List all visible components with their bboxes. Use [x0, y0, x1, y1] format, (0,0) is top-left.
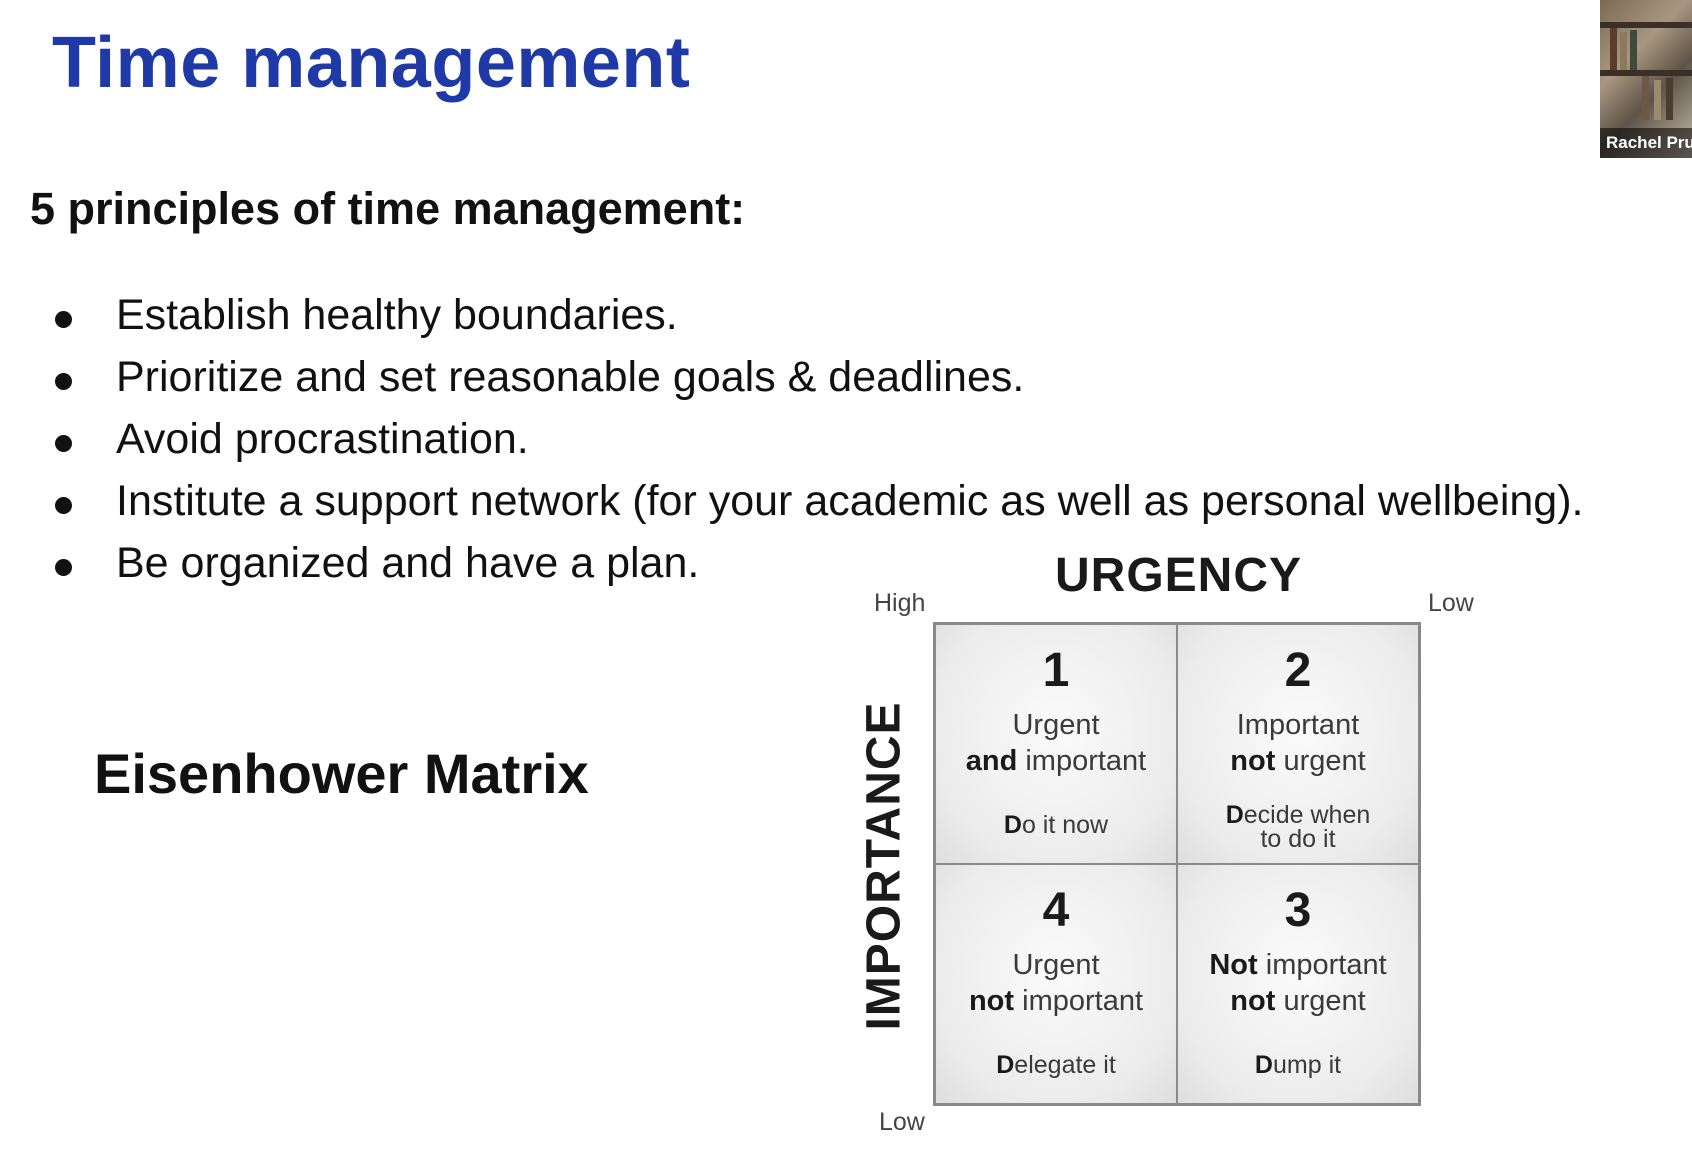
- quadrant-line-1: Urgent: [1012, 709, 1100, 741]
- slide-title: Time management: [52, 23, 691, 103]
- quadrant-line-2: and important: [965, 745, 1147, 777]
- participant-video-tile[interactable]: Rachel Pru: [1600, 0, 1692, 158]
- book-decoration: [1642, 76, 1649, 120]
- book-decoration: [1610, 28, 1617, 70]
- quadrant-line-2: not urgent: [1230, 745, 1366, 777]
- book-decoration: [1630, 30, 1637, 70]
- book-decoration: [1666, 78, 1673, 120]
- bullet-icon: [55, 373, 72, 390]
- urgency-low-label: Low: [1428, 589, 1474, 617]
- quadrant-number: 1: [1042, 644, 1070, 697]
- shelf-decoration: [1600, 70, 1692, 76]
- book-decoration: [1654, 80, 1661, 120]
- quadrant-action: Decide when to do it: [1225, 801, 1371, 853]
- quadrant-number: 4: [1042, 884, 1070, 937]
- bullet-icon: [55, 497, 72, 514]
- bullet-icon: [55, 311, 72, 328]
- quadrant-line-2: not important: [968, 985, 1144, 1017]
- quadrant-2: 2 Important not urgent Decide when to do…: [1177, 624, 1419, 864]
- bullet-icon: [55, 559, 72, 576]
- quadrant-number: 2: [1284, 644, 1312, 697]
- bullet-icon: [55, 435, 72, 452]
- book-decoration: [1620, 32, 1627, 70]
- importance-axis-title: IMPORTANCE: [857, 701, 911, 1031]
- quadrant-line-1: Not important: [1209, 949, 1387, 981]
- eisenhower-matrix-label: Eisenhower Matrix: [94, 742, 589, 805]
- participant-name: Rachel Pru: [1600, 128, 1692, 158]
- quadrant-1: 1 Urgent and important Do it now: [935, 624, 1177, 864]
- quadrant-action: Delegate it: [996, 1051, 1116, 1079]
- quadrant-number: 3: [1284, 884, 1312, 937]
- quadrant-line-2: not urgent: [1230, 985, 1366, 1017]
- shelf-decoration: [1600, 22, 1692, 28]
- urgency-axis-title: URGENCY: [1055, 549, 1303, 602]
- quadrant-3: 3 Not important not urgent Dump it: [1177, 864, 1419, 1104]
- urgency-high-label: High: [874, 589, 926, 617]
- quadrant-line-1: Important: [1236, 709, 1360, 741]
- principles-heading: 5 principles of time management:: [30, 183, 746, 234]
- quadrant-4: 4 Urgent not important Delegate it: [935, 864, 1177, 1104]
- quadrant-action: Do it now: [1003, 811, 1109, 839]
- quadrant-line-1: Urgent: [1012, 949, 1100, 981]
- importance-low-label: Low: [879, 1108, 925, 1136]
- eisenhower-grid: 1 Urgent and important Do it now 2 Impor…: [933, 622, 1421, 1106]
- quadrant-action: Dump it: [1254, 1051, 1342, 1079]
